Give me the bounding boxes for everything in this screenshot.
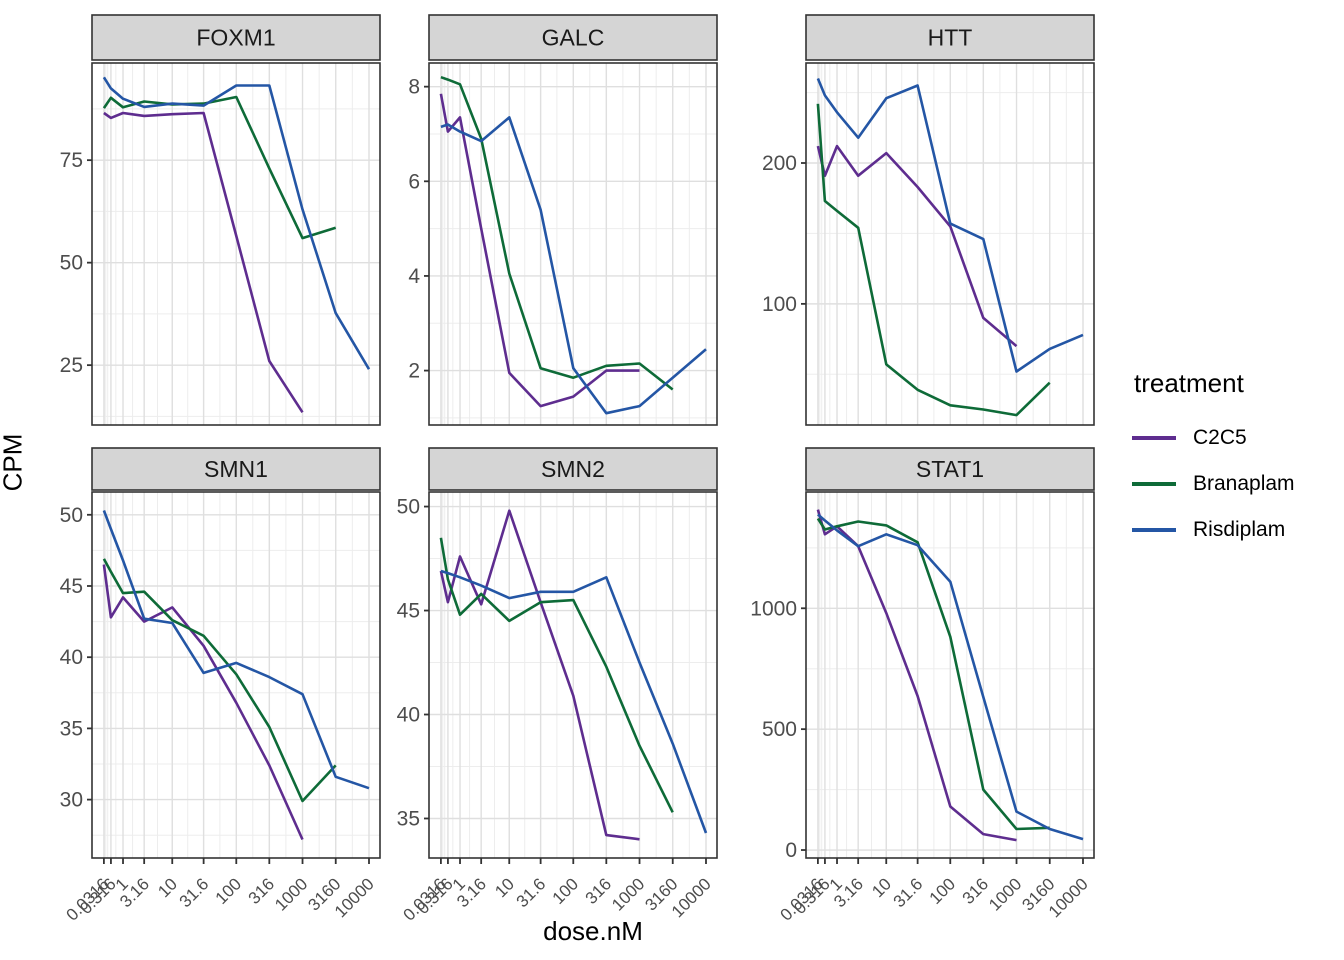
- y-tick-label: 45: [397, 600, 420, 623]
- series-line-branaplam: [816, 517, 1050, 831]
- facet-strip-title: HTT: [928, 25, 973, 51]
- series-line-c2c5: [103, 111, 304, 414]
- legend-key-line-risdiplam: [1132, 528, 1176, 532]
- series-line-risdiplam: [102, 510, 370, 790]
- legend: treatment C2C5 Branaplam Risdiplam: [1132, 368, 1342, 553]
- legend-label: Branaplam: [1193, 472, 1295, 495]
- facet-strip-title: GALC: [542, 25, 605, 51]
- facet-strip: [805, 447, 1095, 491]
- y-tick-label: 1000: [750, 597, 797, 620]
- series-line-branaplam: [439, 537, 674, 813]
- legend-key-line-branaplam: [1132, 482, 1176, 486]
- series-line-risdiplam: [817, 513, 1084, 841]
- y-tick-label: 8: [408, 76, 420, 99]
- panel-border: [91, 62, 381, 426]
- facet-strip: [91, 447, 381, 491]
- facet-strip-title: STAT1: [916, 456, 984, 482]
- legend-label: C2C5: [1193, 426, 1247, 449]
- legend-key-line-c2c5: [1132, 436, 1176, 440]
- y-tick-label: 50: [397, 496, 420, 519]
- x-tick-label: 31.6: [176, 874, 213, 911]
- facet-panel-galc: GALC 2 4 6 8: [408, 14, 718, 426]
- x-axis-title: dose.nM: [543, 916, 643, 946]
- y-tick-label: 6: [408, 170, 420, 193]
- series-line-c2c5: [439, 509, 640, 841]
- y-tick-label: 0: [785, 839, 797, 862]
- facet-panel-htt: HTT 100 200: [762, 14, 1095, 426]
- x-tick-label: 31.6: [513, 874, 550, 911]
- y-tick-label: 45: [60, 575, 83, 598]
- facet-strip: [805, 14, 1095, 61]
- y-tick-label: 50: [60, 252, 83, 275]
- x-tick-label: 1000: [271, 874, 311, 914]
- legend-label: Risdiplam: [1193, 518, 1286, 541]
- series-line-branaplam: [816, 103, 1051, 417]
- facet-panel-foxm1: FOXM1 25 50 75: [60, 14, 381, 426]
- series-line-branaplam: [440, 75, 674, 391]
- facet-strip-title: SMN2: [541, 456, 605, 482]
- y-tick-label: 2: [408, 360, 420, 383]
- legend-title: treatment: [1134, 368, 1244, 398]
- panel-border: [805, 62, 1095, 426]
- facet-strip: [428, 447, 718, 491]
- legend-entry-risdiplam: Risdiplam: [1132, 507, 1342, 553]
- series-line-risdiplam: [440, 569, 708, 834]
- series-line-risdiplam: [440, 116, 707, 415]
- series-line-c2c5: [816, 509, 1017, 842]
- panel-border: [428, 62, 718, 426]
- facet-strip-title: SMN1: [204, 456, 268, 482]
- y-tick-label: 25: [60, 354, 83, 377]
- y-tick-label: 200: [762, 152, 797, 175]
- legend-entry-c2c5: C2C5: [1132, 415, 1342, 461]
- y-tick-label: 30: [60, 789, 83, 812]
- y-tick-label: 50: [60, 504, 83, 527]
- x-tick-label: 31.6: [890, 874, 927, 911]
- y-tick-label: 40: [397, 704, 420, 727]
- facet-strip-title: FOXM1: [196, 25, 275, 51]
- series-line-c2c5: [816, 144, 1018, 348]
- x-tick-label: 100: [926, 874, 959, 907]
- y-tick-label: 500: [762, 718, 797, 741]
- y-tick-label: 40: [60, 646, 83, 669]
- y-tick-label: 35: [397, 807, 420, 830]
- x-tick-label: 100: [212, 874, 245, 907]
- y-tick-label: 4: [408, 265, 420, 288]
- y-tick-label: 75: [60, 149, 83, 172]
- legend-entry-branaplam: Branaplam: [1132, 461, 1342, 507]
- x-tick-label: 100: [549, 874, 582, 907]
- y-axis-title: CPM: [0, 433, 28, 492]
- x-tick-label: 1000: [985, 874, 1025, 914]
- facet-strip: [428, 14, 718, 61]
- x-tick-label: 1000: [608, 874, 648, 914]
- y-tick-label: 100: [762, 293, 797, 316]
- series-line-c2c5: [102, 564, 304, 841]
- series-line-risdiplam: [102, 76, 371, 370]
- y-tick-label: 35: [60, 717, 83, 740]
- series-line-branaplam: [102, 558, 337, 803]
- facet-strip: [91, 14, 381, 61]
- series-line-risdiplam: [816, 78, 1084, 373]
